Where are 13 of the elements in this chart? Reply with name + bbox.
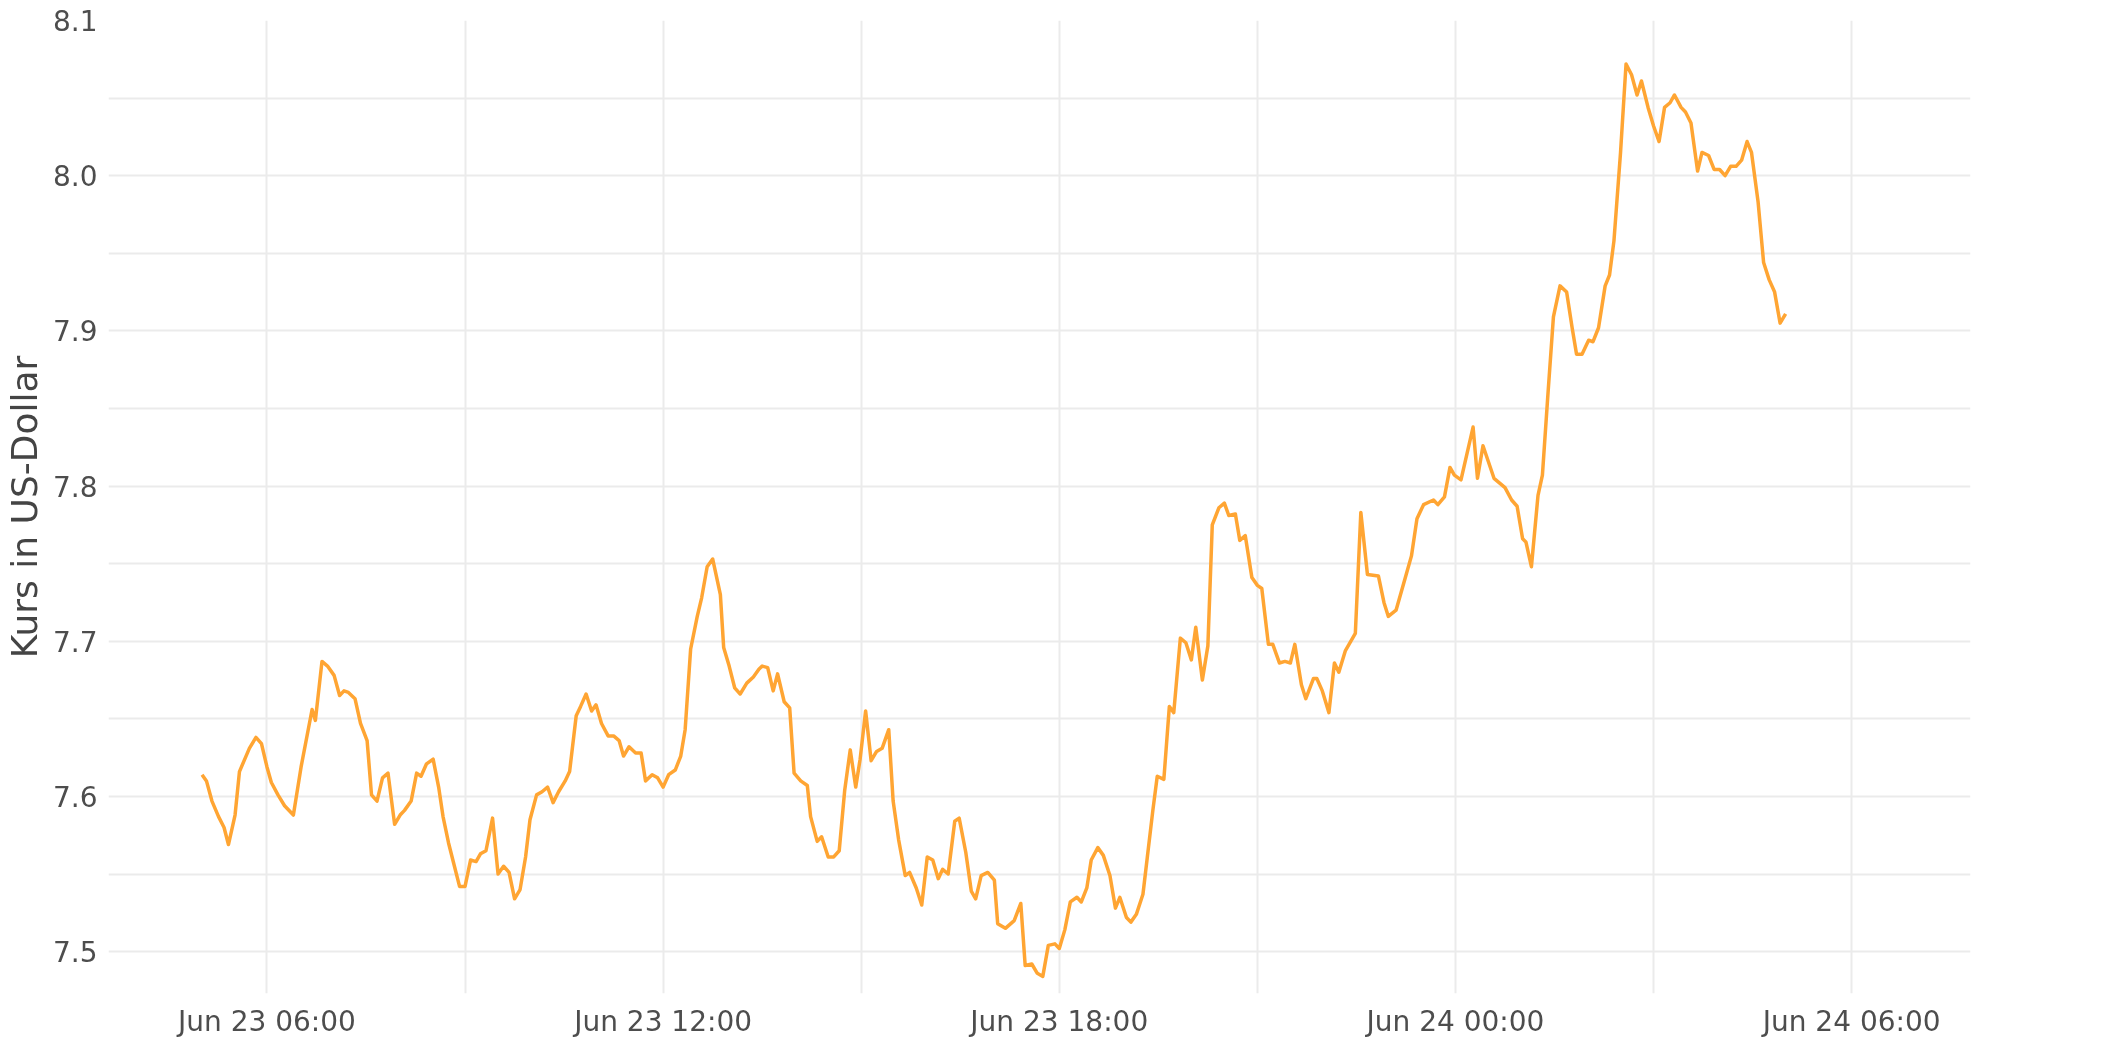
- x-tick-label: Jun 23 18:00: [968, 1004, 1149, 1038]
- x-tick-label: Jun 24 00:00: [1364, 1004, 1545, 1038]
- y-tick-label: 7.8: [52, 470, 98, 504]
- x-tick-label: Jun 23 12:00: [572, 1004, 753, 1038]
- y-tick-label: 7.9: [52, 315, 98, 349]
- y-tick-label: 8.0: [52, 160, 98, 194]
- y-axis-title: Kurs in US-Dollar: [3, 355, 45, 659]
- y-tick-label: 8.1: [52, 5, 98, 38]
- x-tick-label: Jun 24 06:00: [1760, 1004, 1941, 1038]
- y-tick-label: 7.7: [52, 625, 98, 659]
- y-tick-label: 7.6: [52, 780, 98, 814]
- x-tick-label: Jun 23 06:00: [176, 1004, 356, 1038]
- y-tick-label: 7.5: [52, 936, 98, 970]
